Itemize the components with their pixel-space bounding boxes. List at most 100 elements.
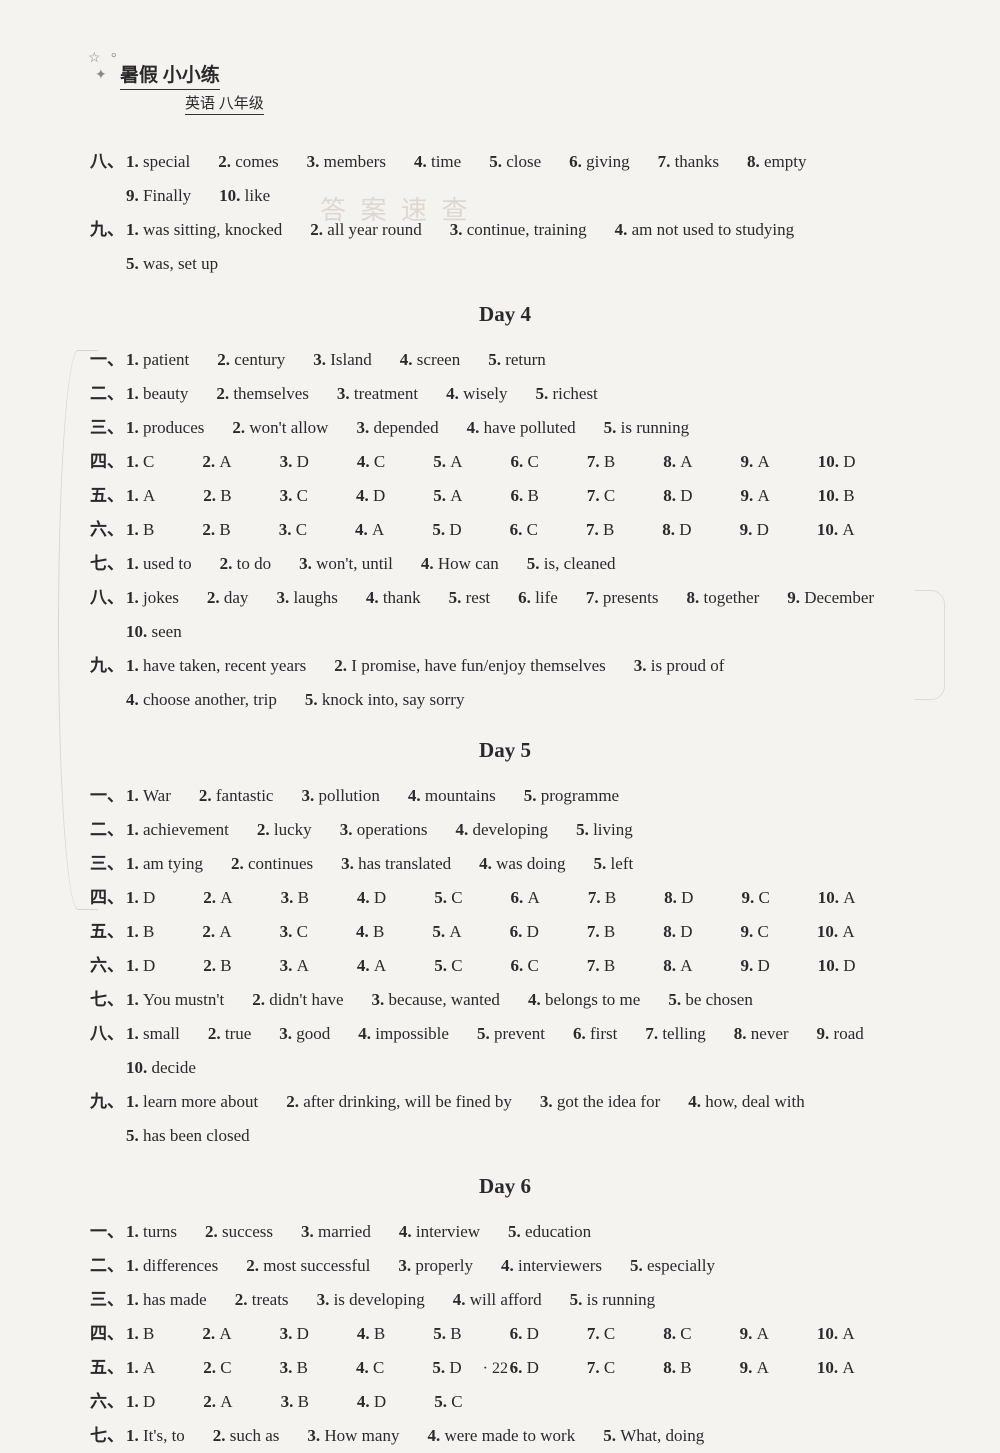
page-number: · 22 · <box>0 1360 1000 1378</box>
answer-section: 七、1. used to2. to do3. won't, until4. Ho… <box>90 547 920 581</box>
answer-item: 1. D <box>126 949 155 983</box>
answer-item: 1. differences <box>126 1249 218 1283</box>
answer-item: 1. special <box>126 145 190 179</box>
answer-item: 9. C <box>741 915 769 949</box>
answer-item: 4. choose another, trip <box>126 683 277 717</box>
answer-item: 1. small <box>126 1017 180 1051</box>
answer-item: 6. first <box>573 1017 617 1051</box>
answer-section: 五、1. A2. B3. C4. D5. A6. B7. C8. D9. A10… <box>90 479 920 513</box>
book-title: 暑假 小小练 <box>120 60 220 90</box>
answer-section: 九、1. have taken, recent years2. I promis… <box>90 649 920 717</box>
answer-item: 6. D <box>510 1317 539 1351</box>
answer-section: 一、1. patient2. century3. Island4. screen… <box>90 343 920 377</box>
answer-section: 一、1. turns2. success3. married4. intervi… <box>90 1215 920 1249</box>
answer-item: 2. A <box>202 445 231 479</box>
answer-item: 5. What, doing <box>603 1419 704 1453</box>
answer-item: 5. especially <box>630 1249 715 1283</box>
answer-item: 5. education <box>508 1215 591 1249</box>
answer-content: 八、1. special2. comes3. members4. time5. … <box>90 145 920 1453</box>
answer-item: 4. interview <box>399 1215 480 1249</box>
answer-item: 5. richest <box>535 377 597 411</box>
answer-item: 5. living <box>576 813 633 847</box>
answer-item: 6. life <box>518 581 558 615</box>
answer-item: 3. is developing <box>317 1283 425 1317</box>
answer-item: 5. A <box>433 445 462 479</box>
answer-item: 6. A <box>511 881 540 915</box>
answer-item: 5. close <box>489 145 541 179</box>
answer-section: 三、1. has made2. treats3. is developing4.… <box>90 1283 920 1317</box>
answer-item: 10. A <box>818 881 856 915</box>
answer-item: 1. It's, to <box>126 1419 185 1453</box>
answer-item: 2. most successful <box>246 1249 370 1283</box>
answer-item: 5. C <box>434 949 462 983</box>
page-torn-left <box>58 350 98 910</box>
page-torn-right <box>915 590 945 700</box>
answer-item: 5. is, cleaned <box>527 547 616 581</box>
answer-item: 5. D <box>432 513 461 547</box>
day-header: Day 6 <box>90 1165 920 1207</box>
answer-section: 九、1. was sitting, knocked2. all year rou… <box>90 213 920 281</box>
answer-item: 1. B <box>126 1317 154 1351</box>
answer-item: 9. road <box>817 1017 864 1051</box>
answer-item: 3. won't, until <box>299 547 393 581</box>
answer-item: 1. was sitting, knocked <box>126 213 282 247</box>
answer-item: 10. D <box>818 445 856 479</box>
answer-item: 3. pollution <box>301 779 379 813</box>
answer-item: 5. C <box>434 881 462 915</box>
answer-item: 1. produces <box>126 411 204 445</box>
answer-item: 4. impossible <box>358 1017 449 1051</box>
answer-item: 1. A <box>126 479 155 513</box>
answer-item: 1. have taken, recent years <box>126 649 306 683</box>
answer-item: 7. B <box>587 949 615 983</box>
answer-section: 七、1. It's, to2. such as3. How many4. wer… <box>90 1419 920 1453</box>
answer-item: 1. War <box>126 779 171 813</box>
answer-section: 八、1. jokes2. day3. laughs4. thank5. rest… <box>90 581 920 649</box>
answer-item: 1. turns <box>126 1215 177 1249</box>
answer-item: 4. How can <box>421 547 499 581</box>
book-subtitle: 英语 八年级 <box>185 92 264 115</box>
answer-item: 3. treatment <box>337 377 418 411</box>
answer-item: 8. empty <box>747 145 807 179</box>
section-label: 八、 <box>90 1017 126 1085</box>
answer-item: 1. jokes <box>126 581 179 615</box>
answer-item: 8. D <box>664 881 693 915</box>
answer-item: 7. C <box>587 479 615 513</box>
answer-section: 四、1. B2. A3. D4. B5. B6. D7. C8. C9. A10… <box>90 1317 920 1351</box>
answer-item: 1. am tying <box>126 847 203 881</box>
answer-item: 7. B <box>588 881 616 915</box>
answer-item: 3. good <box>279 1017 330 1051</box>
answer-item: 4. D <box>356 479 385 513</box>
answer-item: 1. You mustn't <box>126 983 224 1017</box>
answer-item: 3. D <box>280 445 309 479</box>
answer-item: 6. C <box>511 949 539 983</box>
section-label: 四、 <box>90 1317 126 1351</box>
answer-item: 1. C <box>126 445 154 479</box>
answer-item: 1. achievement <box>126 813 229 847</box>
answer-section: 六、1. D2. A3. B4. D5. C <box>90 1385 920 1419</box>
answer-section: 二、1. beauty2. themselves3. treatment4. w… <box>90 377 920 411</box>
answer-item: 10. A <box>817 915 855 949</box>
answer-item: 5. has been closed <box>126 1119 250 1153</box>
section-label: 五、 <box>90 915 126 949</box>
answer-item: 4. B <box>356 915 384 949</box>
answer-item: 3. D <box>280 1317 309 1351</box>
answer-item: 5. A <box>432 915 461 949</box>
answer-item: 3. laughs <box>276 581 337 615</box>
answer-item: 1. D <box>126 1385 155 1419</box>
section-label: 六、 <box>90 949 126 983</box>
answer-item: 4. how, deal with <box>688 1085 804 1119</box>
answer-section: 二、1. differences2. most successful3. pro… <box>90 1249 920 1283</box>
answer-item: 8. never <box>734 1017 789 1051</box>
answer-item: 4. screen <box>400 343 460 377</box>
answer-item: 1. patient <box>126 343 189 377</box>
answer-item: 5. be chosen <box>668 983 753 1017</box>
answer-item: 2. day <box>207 581 249 615</box>
answer-item: 1. B <box>126 513 154 547</box>
answer-item: 2. A <box>203 1385 232 1419</box>
answer-item: 5. A <box>433 479 462 513</box>
answer-item: 4. have polluted <box>467 411 576 445</box>
answer-section: 三、1. produces2. won't allow3. depended4.… <box>90 411 920 445</box>
section-label: 六、 <box>90 1385 126 1419</box>
answer-item: 3. How many <box>307 1419 399 1453</box>
answer-item: 2. true <box>208 1017 251 1051</box>
